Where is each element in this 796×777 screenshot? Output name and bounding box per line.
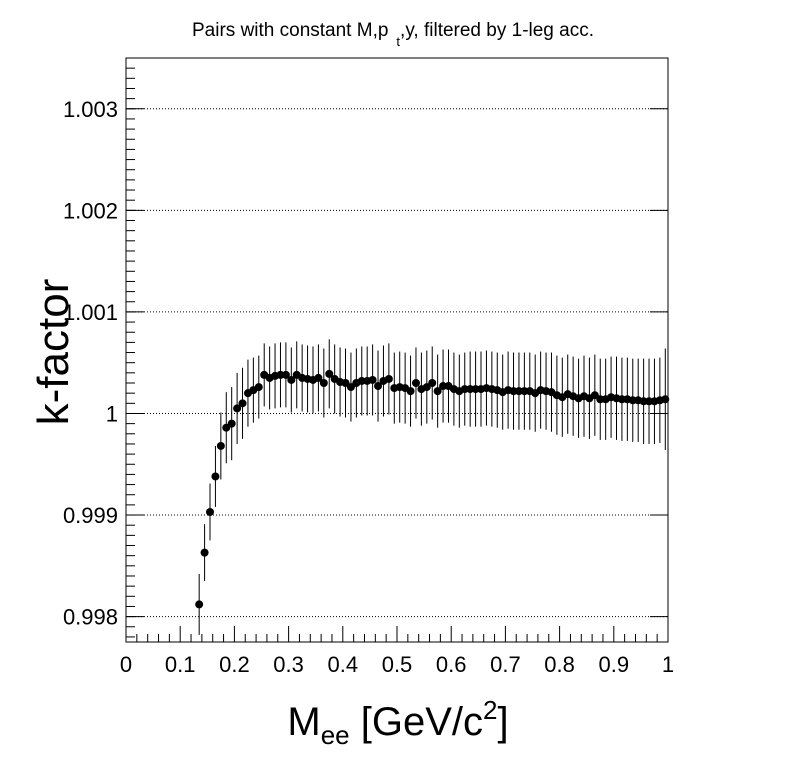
data-point <box>374 382 383 391</box>
x-axis-title-subscript: ee <box>321 720 350 750</box>
x-tick-label: 1 <box>662 652 674 677</box>
x-tick-label: 0.6 <box>436 652 467 677</box>
data-points <box>195 369 670 609</box>
x-axis-title: Mee [GeV/c2] <box>287 695 508 750</box>
y-tick-label: 1.003 <box>63 97 118 122</box>
chart-title-prefix: Pairs with constant M,p <box>192 20 388 41</box>
x-tick-label: 0.3 <box>273 652 304 677</box>
x-tick-label: 0.8 <box>544 652 575 677</box>
y-tick-label: 1.002 <box>63 198 118 223</box>
x-axis-title-unit: [GeV/c <box>350 700 483 744</box>
chart-title-suffix: ,y, filtered by 1-leg acc. <box>400 20 594 41</box>
data-point <box>200 548 209 557</box>
y-tick-label: 1 <box>106 401 118 426</box>
y-tick-label: 1.001 <box>63 300 118 325</box>
y-axis-title: k-factor <box>29 279 78 426</box>
data-point <box>325 369 334 378</box>
gridlines <box>126 108 668 618</box>
x-tick-label: 0.4 <box>328 652 359 677</box>
x-tick-label: 0.7 <box>490 652 521 677</box>
x-axis-title-unit-end: ] <box>497 700 508 744</box>
y-tick-label: 0.998 <box>63 605 118 630</box>
y-axis-ticks: 0.998 0.999 1 1.001 1.002 1.003 <box>63 57 668 638</box>
data-point <box>428 379 437 388</box>
data-point <box>319 379 328 388</box>
data-point <box>368 375 377 384</box>
data-point <box>254 383 263 392</box>
chart-title: Pairs with constant M,p t,y, filtered by … <box>192 20 594 49</box>
data-point <box>227 419 236 428</box>
data-point <box>433 387 442 396</box>
data-point <box>411 379 420 388</box>
data-point <box>384 374 393 383</box>
data-point <box>238 399 247 408</box>
data-point <box>281 370 290 379</box>
data-point <box>206 507 215 516</box>
data-point <box>195 600 204 609</box>
x-tick-label: 0 <box>120 652 132 677</box>
x-axis-title-main: M <box>287 700 320 744</box>
chart-title-subscript: t <box>396 34 400 49</box>
x-tick-label: 0.5 <box>382 652 413 677</box>
data-point <box>406 387 415 396</box>
y-tick-label: 0.999 <box>63 503 118 528</box>
x-axis-title-superscript: 2 <box>483 695 497 725</box>
data-point <box>216 441 225 450</box>
data-point <box>211 472 220 481</box>
x-tick-label: 0.9 <box>599 652 630 677</box>
x-tick-label: 0.1 <box>165 652 196 677</box>
x-tick-label: 0.2 <box>219 652 250 677</box>
data-point <box>233 404 242 413</box>
data-point <box>314 373 323 382</box>
data-point <box>661 395 670 404</box>
x-axis-ticks: 0 0.1 0.2 0.3 0.4 0.5 0.6 0.7 0.8 0.9 1 <box>120 626 674 677</box>
data-point <box>287 375 296 384</box>
